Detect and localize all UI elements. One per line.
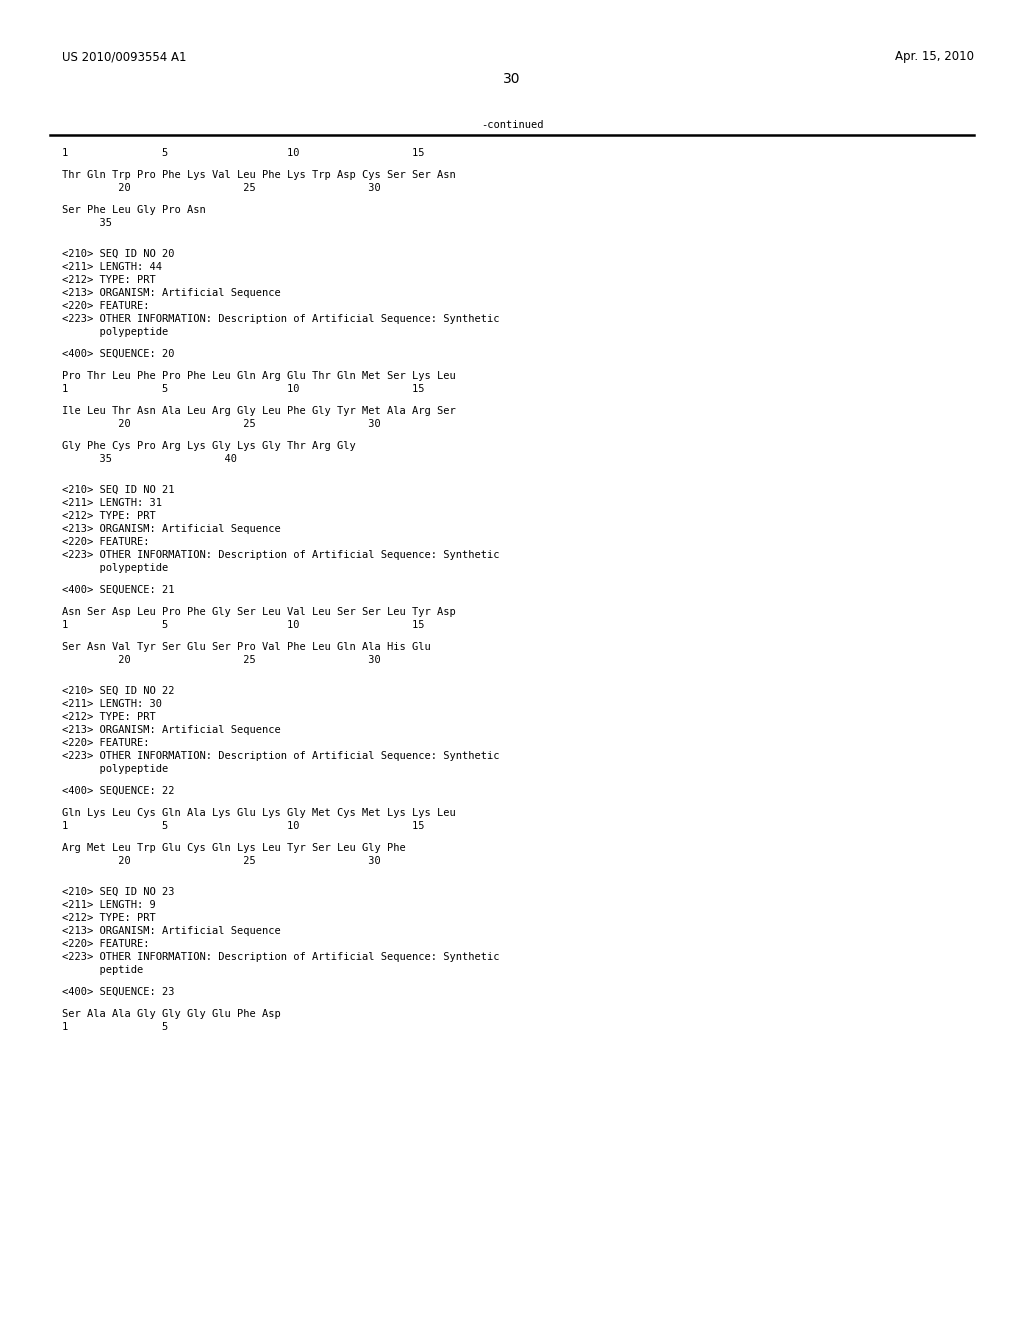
Text: <211> LENGTH: 44: <211> LENGTH: 44 (62, 261, 162, 272)
Text: 1               5                   10                  15: 1 5 10 15 (62, 620, 425, 630)
Text: <223> OTHER INFORMATION: Description of Artificial Sequence: Synthetic: <223> OTHER INFORMATION: Description of … (62, 550, 500, 560)
Text: Arg Met Leu Trp Glu Cys Gln Lys Leu Tyr Ser Leu Gly Phe: Arg Met Leu Trp Glu Cys Gln Lys Leu Tyr … (62, 843, 406, 853)
Text: Ile Leu Thr Asn Ala Leu Arg Gly Leu Phe Gly Tyr Met Ala Arg Ser: Ile Leu Thr Asn Ala Leu Arg Gly Leu Phe … (62, 407, 456, 416)
Text: Gly Phe Cys Pro Arg Lys Gly Lys Gly Thr Arg Gly: Gly Phe Cys Pro Arg Lys Gly Lys Gly Thr … (62, 441, 355, 451)
Text: <220> FEATURE:: <220> FEATURE: (62, 537, 150, 546)
Text: US 2010/0093554 A1: US 2010/0093554 A1 (62, 50, 186, 63)
Text: <223> OTHER INFORMATION: Description of Artificial Sequence: Synthetic: <223> OTHER INFORMATION: Description of … (62, 952, 500, 962)
Text: -continued: -continued (480, 120, 544, 129)
Text: <213> ORGANISM: Artificial Sequence: <213> ORGANISM: Artificial Sequence (62, 725, 281, 735)
Text: <220> FEATURE:: <220> FEATURE: (62, 939, 150, 949)
Text: Thr Gln Trp Pro Phe Lys Val Leu Phe Lys Trp Asp Cys Ser Ser Asn: Thr Gln Trp Pro Phe Lys Val Leu Phe Lys … (62, 170, 456, 180)
Text: <400> SEQUENCE: 20: <400> SEQUENCE: 20 (62, 348, 174, 359)
Text: <220> FEATURE:: <220> FEATURE: (62, 738, 150, 748)
Text: <211> LENGTH: 31: <211> LENGTH: 31 (62, 498, 162, 508)
Text: Pro Thr Leu Phe Pro Phe Leu Gln Arg Glu Thr Gln Met Ser Lys Leu: Pro Thr Leu Phe Pro Phe Leu Gln Arg Glu … (62, 371, 456, 381)
Text: 1               5: 1 5 (62, 1022, 168, 1032)
Text: <213> ORGANISM: Artificial Sequence: <213> ORGANISM: Artificial Sequence (62, 927, 281, 936)
Text: <223> OTHER INFORMATION: Description of Artificial Sequence: Synthetic: <223> OTHER INFORMATION: Description of … (62, 314, 500, 323)
Text: <210> SEQ ID NO 22: <210> SEQ ID NO 22 (62, 686, 174, 696)
Text: 1               5                   10                  15: 1 5 10 15 (62, 148, 425, 158)
Text: <212> TYPE: PRT: <212> TYPE: PRT (62, 913, 156, 923)
Text: <210> SEQ ID NO 23: <210> SEQ ID NO 23 (62, 887, 174, 898)
Text: 20                  25                  30: 20 25 30 (62, 655, 381, 665)
Text: 1               5                   10                  15: 1 5 10 15 (62, 384, 425, 393)
Text: Gln Lys Leu Cys Gln Ala Lys Glu Lys Gly Met Cys Met Lys Lys Leu: Gln Lys Leu Cys Gln Ala Lys Glu Lys Gly … (62, 808, 456, 818)
Text: Ser Ala Ala Gly Gly Gly Glu Phe Asp: Ser Ala Ala Gly Gly Gly Glu Phe Asp (62, 1008, 281, 1019)
Text: <400> SEQUENCE: 22: <400> SEQUENCE: 22 (62, 785, 174, 796)
Text: 20                  25                  30: 20 25 30 (62, 418, 381, 429)
Text: polypeptide: polypeptide (62, 327, 168, 337)
Text: Asn Ser Asp Leu Pro Phe Gly Ser Leu Val Leu Ser Ser Leu Tyr Asp: Asn Ser Asp Leu Pro Phe Gly Ser Leu Val … (62, 607, 456, 616)
Text: <223> OTHER INFORMATION: Description of Artificial Sequence: Synthetic: <223> OTHER INFORMATION: Description of … (62, 751, 500, 762)
Text: <400> SEQUENCE: 21: <400> SEQUENCE: 21 (62, 585, 174, 595)
Text: <212> TYPE: PRT: <212> TYPE: PRT (62, 511, 156, 521)
Text: 20                  25                  30: 20 25 30 (62, 183, 381, 193)
Text: 1               5                   10                  15: 1 5 10 15 (62, 821, 425, 832)
Text: polypeptide: polypeptide (62, 564, 168, 573)
Text: <210> SEQ ID NO 21: <210> SEQ ID NO 21 (62, 484, 174, 495)
Text: Ser Phe Leu Gly Pro Asn: Ser Phe Leu Gly Pro Asn (62, 205, 206, 215)
Text: 30: 30 (503, 73, 521, 86)
Text: <213> ORGANISM: Artificial Sequence: <213> ORGANISM: Artificial Sequence (62, 524, 281, 535)
Text: peptide: peptide (62, 965, 143, 975)
Text: Apr. 15, 2010: Apr. 15, 2010 (895, 50, 974, 63)
Text: <212> TYPE: PRT: <212> TYPE: PRT (62, 711, 156, 722)
Text: <400> SEQUENCE: 23: <400> SEQUENCE: 23 (62, 987, 174, 997)
Text: <212> TYPE: PRT: <212> TYPE: PRT (62, 275, 156, 285)
Text: Ser Asn Val Tyr Ser Glu Ser Pro Val Phe Leu Gln Ala His Glu: Ser Asn Val Tyr Ser Glu Ser Pro Val Phe … (62, 642, 431, 652)
Text: <211> LENGTH: 30: <211> LENGTH: 30 (62, 700, 162, 709)
Text: <211> LENGTH: 9: <211> LENGTH: 9 (62, 900, 156, 909)
Text: polypeptide: polypeptide (62, 764, 168, 774)
Text: 35                  40: 35 40 (62, 454, 237, 465)
Text: <210> SEQ ID NO 20: <210> SEQ ID NO 20 (62, 249, 174, 259)
Text: <220> FEATURE:: <220> FEATURE: (62, 301, 150, 312)
Text: 20                  25                  30: 20 25 30 (62, 855, 381, 866)
Text: <213> ORGANISM: Artificial Sequence: <213> ORGANISM: Artificial Sequence (62, 288, 281, 298)
Text: 35: 35 (62, 218, 112, 228)
